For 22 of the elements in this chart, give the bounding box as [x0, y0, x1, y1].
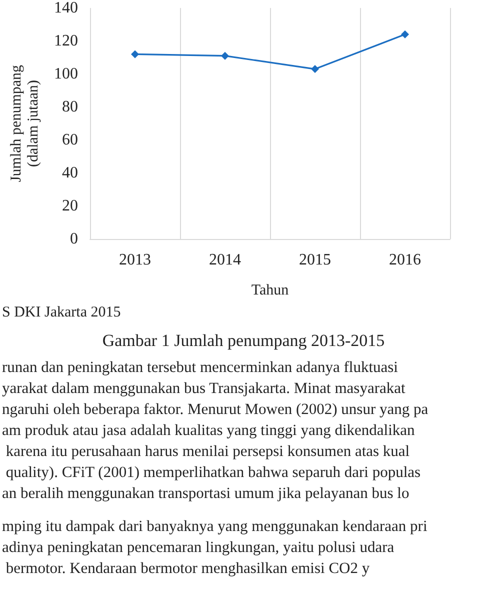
point	[221, 52, 229, 60]
x-tick-label: 2013	[119, 252, 151, 268]
y-tick-label: 80	[62, 98, 78, 116]
y-axis-title: Jumlah penumpang (dalam jutaan)	[8, 64, 42, 182]
y-tick-label: 0	[70, 230, 78, 248]
x-axis-title: Tahun	[251, 282, 290, 298]
y-tick-label: 100	[54, 66, 78, 82]
y-tick-label: 140	[54, 0, 78, 16]
text: S DKI Jakarta 2015	[2, 304, 121, 320]
text: runan dan peningkatan tersebut mencerminkan adanya fluktuasi yarakat dalam menggunakan bus Transjakarta. Minat masyarakat ngaruhi oleh beberapa faktor. Menurut Mowen (2002) unsur yang pa am produk atau jasa adalah kualitas yang tinggi yang dikendalikan karena itu perusahaan harus menilai persepsi konsumen atas kual quality). CFiT (2001) memperlihatkan bahwa separuh dari populas an beralih menggunakan transportasi umum jika pelayanan bus lo	[2, 359, 428, 502]
y-tick-label: 20	[62, 198, 78, 214]
x-tick-label: 2014	[209, 252, 241, 268]
y-tick-label: 40	[62, 164, 78, 182]
point	[131, 50, 139, 58]
y-tick-label: 120	[54, 32, 78, 50]
x-tick-label: 2016	[389, 252, 421, 268]
y-tick-label: 60	[62, 132, 78, 148]
point	[311, 65, 319, 74]
point	[401, 30, 409, 38]
x-tick-label: 2015	[299, 252, 331, 268]
text: Gambar 1 Jumlah penumpang 2013-2015	[102, 331, 385, 350]
text: mping itu dampak dari banyaknya yang menggunakan kendaraan pri adinya peningkatan pencemaran lingkungan, yaitu polusi udara bermotor. Kendaraan bermotor menghasilkan emisi CO2 y	[2, 518, 428, 577]
